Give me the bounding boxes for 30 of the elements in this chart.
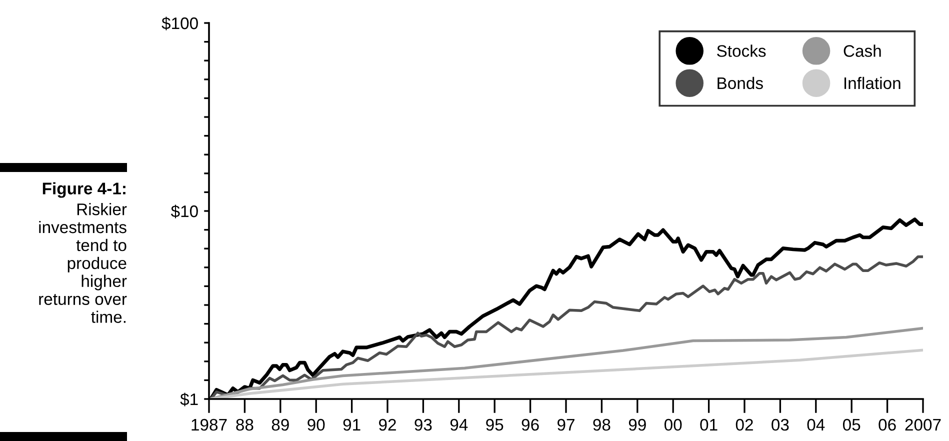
x-tick-label: 89 [272,418,289,431]
x-tick-label: 2007 [905,418,941,431]
x-tick-label: 98 [593,418,610,431]
x-tick-label: 02 [736,418,753,431]
x-tick-label: 88 [236,418,254,431]
legend-label: Stocks [717,44,766,57]
legend-label: Inflation [844,76,900,90]
x-tick-label: 90 [308,418,325,431]
x-tick-label: 00 [664,418,682,431]
x-tick-label: 96 [522,418,539,431]
text: Riskier investments tend to produce higher returns over time. [39,203,127,323]
y-tick-label: $10 [170,204,198,218]
x-tick-label: 92 [379,418,396,431]
x-tick-label: 91 [343,418,360,431]
x-tick-label: 1987 [192,418,227,431]
y-tick-label: $1 [180,392,198,406]
x-tick-label: 03 [772,418,789,431]
caption: Figure 4-1: [42,182,126,198]
x-tick-label: 97 [558,418,574,431]
x-tick-label: 04 [807,418,825,431]
y-tick-label: $100 [162,16,198,30]
x-tick-label: 95 [486,418,504,431]
legend-label: Cash [844,44,881,57]
x-tick-label: 94 [450,418,468,431]
x-tick-label: 01 [700,418,718,431]
x-tick-label: 93 [414,418,432,431]
legend-label: Bonds [718,76,763,90]
x-tick-label: 99 [628,418,646,431]
x-tick-label: 05 [842,418,860,431]
x-tick-label: 06 [878,418,896,431]
